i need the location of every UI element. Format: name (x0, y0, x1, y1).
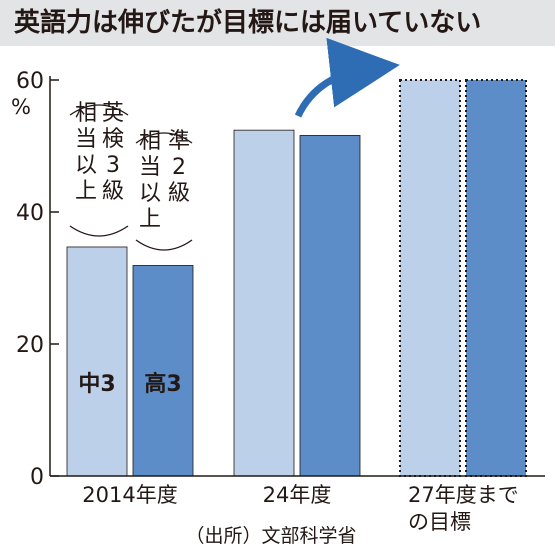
bar-series2-cat1 (132, 265, 194, 477)
x-tick-label: 27年度まで (408, 483, 519, 507)
y-axis: 0 20 40 60% (11, 69, 59, 490)
series-name-label: 中3 (78, 372, 115, 397)
bracket-bottom (69, 225, 129, 237)
series-annotation-char: 準 (168, 129, 190, 154)
trend-arrow-icon (294, 37, 400, 118)
series-annotation-char: 級 (102, 179, 124, 204)
y-tick-label: 0 (30, 465, 44, 490)
chart-title: 英語力は伸びたが目標には届いていない (0, 0, 555, 46)
series-annotation-char: 相 (139, 129, 161, 154)
series-annotation-char: 英 (102, 101, 124, 126)
series-annotation-char: 上 (139, 207, 161, 232)
x-tick-label: 2014年度 (82, 483, 177, 507)
series-annotation-char: 相 (75, 101, 97, 126)
bracket-top (69, 104, 129, 116)
bar-series1-cat3 (399, 79, 461, 477)
bracket-top (135, 132, 193, 144)
series-annotation-char: 以 (75, 153, 97, 178)
series-annotation-char: 以 (139, 181, 161, 206)
series-annotation-char: 3 (106, 153, 120, 178)
y-tick-label: 60 (16, 69, 44, 94)
bar-series2-cat2 (299, 135, 361, 477)
bar-series2-cat3 (465, 79, 527, 477)
series-annotation-char: 上 (75, 179, 97, 204)
source-note: （出所）文部科学省 (185, 525, 356, 547)
series-name-label: 高3 (144, 371, 181, 397)
series-annotation-char: 当 (75, 127, 97, 152)
x-tick-label: 24年度 (263, 483, 332, 507)
y-unit-label: % (11, 95, 31, 119)
y-tick-label: 40 (16, 201, 44, 226)
series-annotation-char: 当 (139, 155, 161, 180)
series-annotation-char: 検 (102, 127, 124, 152)
x-tick-label: の目標 (408, 510, 471, 534)
bar-series1-cat1 (66, 246, 128, 477)
series-annotation-char: 級 (168, 181, 190, 206)
y-tick-label: 20 (16, 333, 44, 358)
bars: 中3 高3 (66, 79, 527, 477)
bracket-bottom (135, 239, 193, 251)
bar-series1-cat2 (233, 129, 295, 477)
series-annotation-char: 2 (172, 155, 186, 180)
